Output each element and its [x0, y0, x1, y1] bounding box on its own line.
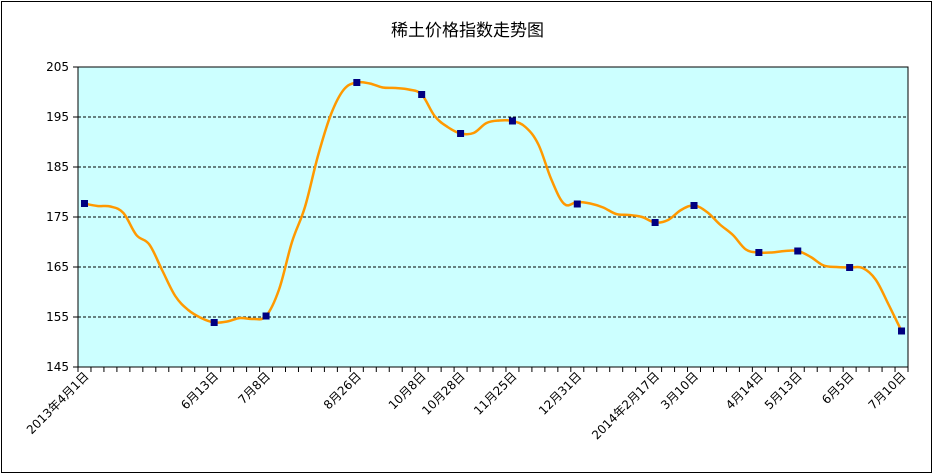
y-tick-label: 165 — [46, 260, 69, 274]
data-point-marker — [794, 247, 802, 255]
data-point-marker — [80, 200, 88, 207]
data-point-marker — [898, 327, 906, 335]
data-point-marker — [262, 312, 270, 320]
data-point-marker — [210, 319, 218, 326]
data-point-marker — [418, 91, 426, 98]
plot-border — [77, 66, 909, 368]
x-tick-label: 8月26日 — [321, 369, 364, 412]
series-line — [84, 80, 903, 332]
y-tick-label: 205 — [46, 60, 69, 74]
x-tick-label: 7月10日 — [866, 369, 909, 412]
x-ticks — [77, 367, 909, 372]
chart-title: 稀土价格指数走势图 — [391, 21, 544, 41]
data-point-marker — [755, 249, 763, 256]
y-tick-label: 195 — [46, 110, 69, 124]
series-markers — [80, 79, 906, 335]
data-point-marker — [690, 202, 698, 209]
data-point-marker — [651, 219, 659, 226]
x-tick-label: 12月31日 — [536, 369, 584, 417]
x-tick-label: 4月14日 — [723, 369, 766, 412]
x-tick-label: 6月5日 — [819, 369, 857, 407]
x-tick-label: 6月13日 — [178, 369, 221, 412]
y-tick-label: 155 — [46, 310, 69, 324]
x-tick-label: 11月25日 — [471, 369, 519, 417]
y-axis: 145 155 165 175 185 195 205 — [46, 60, 78, 374]
x-tick-label: 10月28日 — [419, 369, 467, 417]
y-tick-label: 185 — [46, 160, 69, 174]
x-tick-label: 2014年2月17日 — [589, 369, 662, 442]
data-point-marker — [573, 200, 581, 208]
x-tick-label: 3月10日 — [658, 369, 701, 412]
data-point-marker — [508, 117, 516, 125]
y-tick-label: 175 — [46, 210, 69, 224]
data-point-marker — [353, 79, 361, 86]
x-tick-label: 5月13日 — [762, 369, 805, 412]
grid-lines — [78, 116, 908, 318]
data-point-marker — [846, 264, 854, 271]
y-tick-label: 145 — [46, 360, 69, 374]
data-point-marker — [457, 130, 465, 137]
x-tick-label: 2013年4月1日 — [24, 369, 92, 437]
x-tick-label: 7月8日 — [235, 369, 273, 407]
